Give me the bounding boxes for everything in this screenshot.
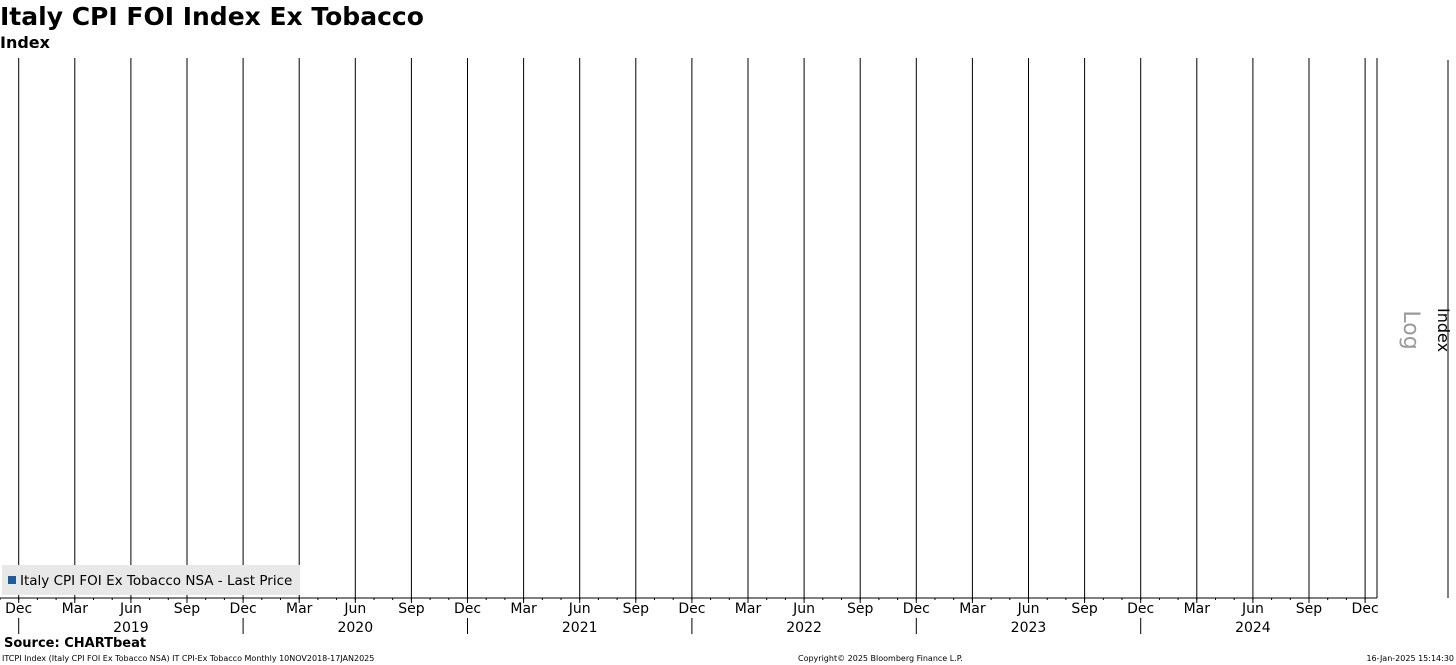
axis-layer: 105110115DecMarJunSepDecMarJunSepDecMarJ… <box>0 58 1449 636</box>
x-tick-label: Sep <box>1296 601 1323 617</box>
x-tick-label: Dec <box>454 601 481 617</box>
year-label: 2024 <box>1235 620 1271 636</box>
footer-center: Copyright© 2025 Bloomberg Finance L.P. <box>798 654 963 663</box>
log-scale-label: Log <box>1398 310 1423 349</box>
year-label: 2020 <box>337 620 373 636</box>
chart-title: Italy CPI FOI Index Ex Tobacco <box>0 2 424 31</box>
x-tick-label: Sep <box>174 601 201 617</box>
x-tick-label: Sep <box>847 601 874 617</box>
x-tick-label: Mar <box>510 601 537 617</box>
footer-right: 16-Jan-2025 15:14:30 <box>1366 654 1454 663</box>
x-tick-label: Dec <box>5 601 32 617</box>
chart-subtitle: Index <box>0 33 50 52</box>
footer-left: ITCPI Index (Italy CPI FOI Ex Tobacco NS… <box>2 654 375 663</box>
x-tick-label: Jun <box>792 601 815 617</box>
x-tick-label: Mar <box>286 601 313 617</box>
year-label: 2021 <box>562 620 598 636</box>
legend-box <box>2 565 300 595</box>
x-tick-label: Sep <box>1071 601 1098 617</box>
x-tick-label: Mar <box>1184 601 1211 617</box>
x-tick-label: Dec <box>1352 601 1379 617</box>
source-note: Source: CHARTbeat <box>4 636 147 651</box>
grid-layer <box>18 58 1366 598</box>
y-axis-title: Index <box>1434 308 1453 352</box>
label-layer: 120.20LogIndexItaly CPI FOI Ex Tobacco N… <box>2 308 1453 595</box>
x-tick-label: Dec <box>903 601 930 617</box>
x-tick-label: Sep <box>398 601 425 617</box>
x-tick-label: Jun <box>343 601 366 617</box>
x-tick-label: Mar <box>62 601 89 617</box>
legend-swatch <box>8 576 16 584</box>
x-tick-label: Dec <box>1127 601 1154 617</box>
x-tick-label: Mar <box>959 601 986 617</box>
x-tick-label: Jun <box>119 601 142 617</box>
x-tick-label: Sep <box>623 601 650 617</box>
x-tick-label: Mar <box>735 601 762 617</box>
year-label: 2022 <box>786 620 822 636</box>
x-tick-label: Dec <box>678 601 705 617</box>
x-tick-label: Jun <box>1017 601 1040 617</box>
year-label: 2019 <box>113 620 149 636</box>
legend-label: Italy CPI FOI Ex Tobacco NSA - Last Pric… <box>20 573 292 589</box>
x-tick-label: Jun <box>568 601 591 617</box>
x-tick-label: Jun <box>1241 601 1264 617</box>
x-tick-label: Dec <box>230 601 257 617</box>
year-label: 2023 <box>1011 620 1047 636</box>
